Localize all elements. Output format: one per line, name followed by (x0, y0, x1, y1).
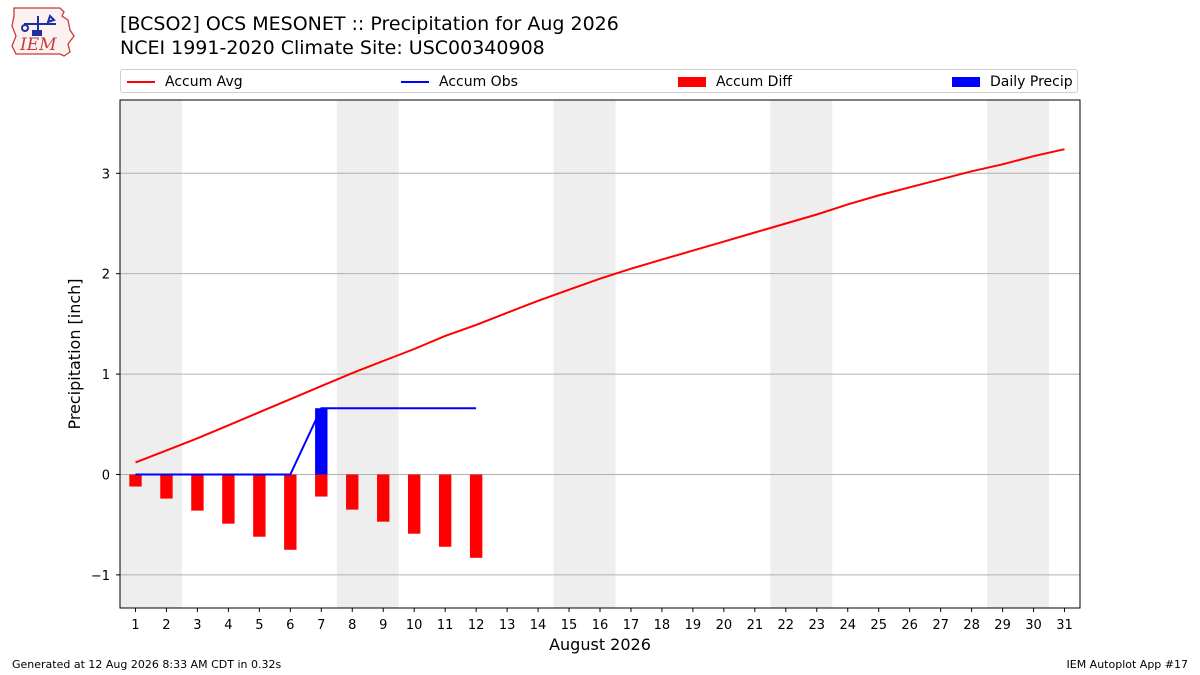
x-tick-label: 20 (716, 618, 733, 633)
weekend-band (336, 100, 399, 608)
x-tick-label: 4 (224, 618, 232, 633)
x-tick-label: 22 (778, 618, 795, 633)
accum-obs-line (135, 407, 477, 476)
legend: Accum Avg Accum Obs Accum Diff Daily Pre… (120, 69, 1078, 93)
x-tick-label: 1 (131, 618, 139, 633)
weekend-band (987, 100, 1050, 608)
x-tick-label: 19 (685, 618, 702, 633)
accum-diff-bar (469, 474, 483, 558)
x-axis-label: August 2026 (549, 635, 651, 654)
accum-diff-bar (438, 474, 452, 547)
footer-app: IEM Autoplot App #17 (1066, 658, 1189, 671)
x-tick-label: 7 (317, 618, 325, 633)
iem-logo: IEM (11, 7, 75, 57)
accum-diff-bar (315, 474, 328, 497)
x-tick-label: 29 (994, 618, 1011, 633)
gridlines (120, 172, 1080, 576)
accum-diff-bar (377, 474, 390, 522)
weekend-band (770, 100, 833, 608)
accum-avg-line (135, 148, 1065, 464)
legend-item-accum-obs: Accum Obs (401, 73, 518, 91)
x-tick-label: 21 (747, 618, 764, 633)
x-tick-label: 14 (530, 618, 547, 633)
legend-swatch-accum-avg (127, 81, 155, 83)
y-tick-label: 3 (102, 167, 110, 182)
footer-generated: Generated at 12 Aug 2026 8:33 AM CDT in … (12, 658, 282, 671)
y-tick-label: 2 (102, 268, 110, 283)
y-tick-label: 0 (102, 468, 110, 483)
x-tick-label: 23 (809, 618, 826, 633)
logo-text: IEM (19, 35, 57, 55)
accum-diff-bar (284, 474, 297, 550)
legend-label-daily-precip: Daily Precip (990, 74, 1073, 90)
x-tick-label: 6 (286, 618, 294, 633)
x-tick-label: 8 (348, 618, 356, 633)
weekend-band (553, 100, 616, 608)
legend-swatch-accum-diff (678, 77, 706, 87)
chart-subtitle: NCEI 1991-2020 Climate Site: USC00340908 (120, 37, 545, 59)
x-tick-label: 26 (901, 618, 918, 633)
x-tick-label: 31 (1056, 618, 1073, 633)
legend-item-accum-diff: Accum Diff (678, 73, 792, 91)
x-tick-label: 25 (870, 618, 887, 633)
accum-diff-bar (160, 474, 173, 499)
x-tick-label: 13 (499, 618, 516, 633)
x-tick-label: 18 (654, 618, 671, 633)
chart-title: [BCSO2] OCS MESONET :: Precipitation for… (120, 13, 619, 35)
legend-item-accum-avg: Accum Avg (127, 73, 243, 91)
accum-diff-bar (253, 474, 266, 537)
x-tick-label: 15 (561, 618, 578, 633)
weekend-shading (120, 100, 1050, 608)
accum-diff-bar (408, 474, 421, 534)
legend-label-accum-diff: Accum Diff (716, 74, 793, 90)
x-tick-label: 10 (406, 618, 423, 633)
x-tick-label: 30 (1025, 618, 1042, 633)
y-tick-label: 1 (102, 368, 110, 383)
legend-label-accum-avg: Accum Avg (165, 74, 243, 90)
x-tick-label: 3 (193, 618, 201, 633)
daily-precip-bar (315, 408, 328, 475)
accum-diff-bar (222, 474, 235, 524)
x-tick-label: 9 (379, 618, 387, 633)
legend-item-daily-precip: Daily Precip (952, 73, 1073, 91)
y-axis-label: Precipitation [inch] (65, 278, 84, 429)
x-tick-label: 17 (623, 618, 640, 633)
x-tick-label: 11 (437, 618, 454, 633)
bars (129, 408, 483, 558)
accum-diff-bar (346, 474, 359, 510)
x-tick-label: 24 (839, 618, 856, 633)
x-tick-label: 27 (932, 618, 949, 633)
x-tick-label: 2 (162, 618, 170, 633)
weekend-band (120, 100, 182, 608)
legend-swatch-daily-precip (952, 77, 980, 87)
x-tick-label: 16 (592, 618, 609, 633)
legend-label-accum-obs: Accum Obs (439, 74, 518, 90)
accum-diff-bar (129, 474, 142, 487)
legend-swatch-accum-obs (401, 81, 429, 83)
series-lines (135, 148, 1065, 476)
x-tick-label: 5 (255, 618, 263, 633)
x-tick-label: 28 (963, 618, 980, 633)
y-tick-label: −1 (91, 569, 110, 584)
accum-diff-bar (191, 474, 204, 511)
x-tick-label: 12 (468, 618, 485, 633)
